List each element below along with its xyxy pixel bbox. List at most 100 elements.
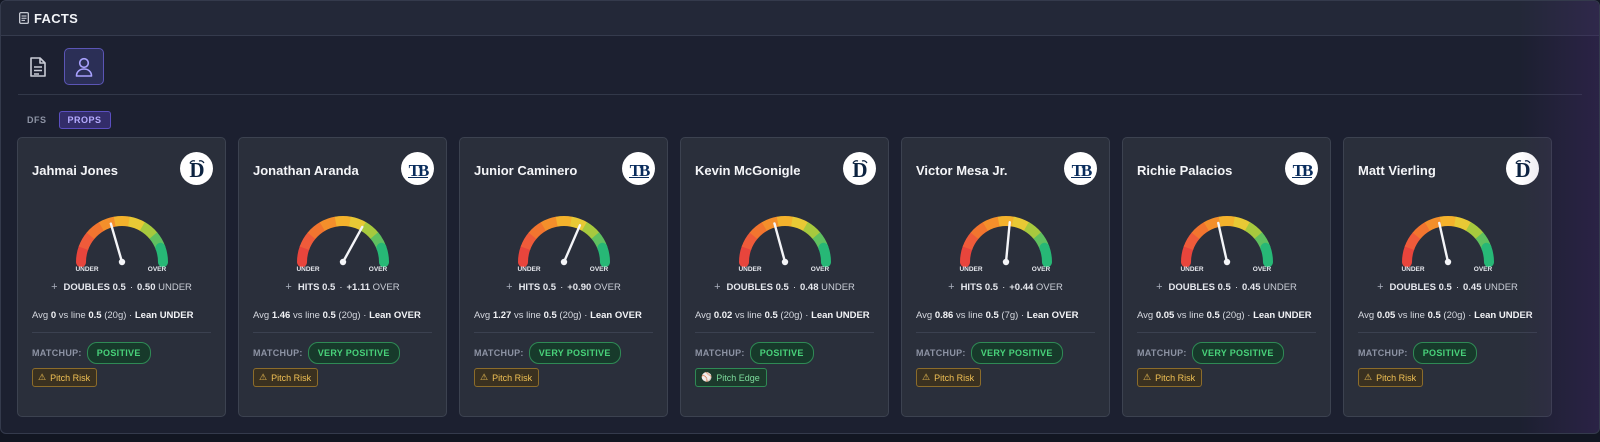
gauge-segment: [348, 216, 367, 232]
tigers-d-logo: D: [843, 152, 876, 185]
gauge-segment: [741, 232, 758, 251]
prop-edge: +0.44: [1009, 282, 1034, 293]
prop-edge: +1.11: [346, 282, 371, 293]
rays-tb-logo: TB: [407, 161, 430, 180]
prop-stat: DOUBLES 0.5: [63, 282, 126, 293]
gauge-chart: UNDER OVER: [738, 216, 832, 272]
plus-icon[interactable]: +: [1377, 281, 1384, 293]
gauge-over-label: OVER: [1032, 266, 1051, 272]
warning-icon: ⚠: [38, 372, 47, 382]
player-card-0[interactable]: Jahmai Jones D UNDER OVER + DOUBLES 0.5 · 0.…: [17, 137, 226, 417]
prop-line: + HITS 0.5 · +0.90 OVER: [506, 281, 621, 293]
gauge-over-label: OVER: [590, 266, 609, 272]
gauge-segment: [296, 242, 310, 268]
prop-stat: DOUBLES 0.5: [726, 282, 789, 293]
gauge-segment: [540, 216, 559, 232]
player-card-4[interactable]: Victor Mesa Jr. TB UNDER OVER + HITS 0.5 · +…: [901, 137, 1110, 417]
gauge-hub: [1223, 258, 1231, 266]
gauge-over-label: OVER: [1474, 266, 1493, 272]
plus-icon[interactable]: +: [285, 281, 292, 293]
plus-icon[interactable]: +: [51, 281, 58, 293]
prop-stat: DOUBLES 0.5: [1389, 282, 1452, 293]
gauge-segment: [1218, 216, 1236, 227]
gauge-segment: [970, 222, 989, 240]
gauge-chart: UNDER OVER: [1180, 216, 1274, 272]
plus-icon[interactable]: +: [1156, 281, 1163, 293]
gauge-segment: [517, 242, 531, 268]
prop-edge: 0.45: [1241, 282, 1261, 293]
gauge-segment: [1039, 242, 1053, 268]
gauge-segment: [1401, 242, 1415, 268]
matchup-label: MATCHUP:: [695, 348, 745, 358]
prop-direction: UNDER: [1263, 282, 1297, 293]
summary-text: Avg 1.27 vs line 0.5 (20g) · Lean OVER: [474, 310, 642, 321]
prop-line: + DOUBLES 0.5 · 0.50 UNDER: [51, 281, 192, 293]
gauge-segment: [78, 232, 95, 251]
tigers-d-logo: D: [1515, 158, 1530, 182]
matchup-label: MATCHUP:: [1358, 348, 1408, 358]
gauge-segment: [997, 216, 1015, 227]
matchup-row: MATCHUP: POSITIVE: [32, 342, 151, 364]
rays-tb-logo: TB: [622, 152, 655, 185]
matchup-badge: POSITIVE: [86, 342, 151, 364]
plus-icon[interactable]: +: [948, 281, 955, 293]
gauge-needle: [1438, 221, 1450, 264]
rays-tb-logo: TB: [1064, 152, 1097, 185]
rays-tb-logo: TB: [401, 152, 434, 185]
prop-line: + DOUBLES 0.5 · 0.45 UNDER: [1156, 281, 1297, 293]
plus-icon[interactable]: +: [714, 281, 721, 293]
gauge-segment: [1481, 242, 1495, 268]
gauge-chart: UNDER OVER: [296, 216, 390, 272]
rays-tb-logo: TB: [1291, 161, 1314, 180]
gauge-hub: [560, 258, 568, 266]
svg-text:TB: TB: [1292, 161, 1312, 180]
gauge-segment: [334, 216, 352, 227]
panel-title: FACTS: [34, 10, 79, 26]
gauge-over-label: OVER: [811, 266, 830, 272]
gauge-hub: [339, 258, 347, 266]
player-card-6[interactable]: Matt Vierling D UNDER OVER + DOUBLES 0.5 · 0…: [1343, 137, 1552, 417]
card-divider: [695, 332, 874, 333]
warning-icon: ⚠: [922, 372, 931, 382]
svg-text:TB: TB: [408, 161, 428, 180]
gauge-segment: [982, 216, 1001, 232]
gauge-segment: [776, 216, 794, 227]
player-name: Victor Mesa Jr.: [916, 163, 1008, 178]
gauge-under-label: UNDER: [1401, 266, 1424, 272]
gauge-segment: [299, 232, 316, 251]
gauge-chart: UNDER OVER: [75, 216, 169, 272]
player-card-3[interactable]: Kevin McGonigle D UNDER OVER + DOUBLES 0.5…: [680, 137, 889, 417]
gauge-segment: [1404, 232, 1421, 251]
player-card-2[interactable]: Junior Caminero TB UNDER OVER + HITS 0.5 · +…: [459, 137, 668, 417]
matchup-label: MATCHUP:: [32, 348, 82, 358]
gauge-needle: [341, 225, 364, 264]
gauge-segment: [962, 232, 979, 251]
mode-props[interactable]: PROPS: [58, 111, 111, 129]
warning-icon: ⚠: [259, 372, 268, 382]
player-card-5[interactable]: Richie Palacios TB UNDER OVER + DOUBLES 0.…: [1122, 137, 1331, 417]
player-card-1[interactable]: Jonathan Aranda TB UNDER OVER + HITS 0.5 · +…: [238, 137, 447, 417]
svg-text:TB: TB: [629, 161, 649, 180]
view-tabs: [18, 48, 104, 85]
matchup-badge: VERY POSITIVE: [1191, 342, 1284, 364]
prop-direction: UNDER: [821, 282, 855, 293]
gauge-hub: [781, 258, 789, 266]
gauge-under-label: UNDER: [517, 266, 540, 272]
prop-stat: DOUBLES 0.5: [1168, 282, 1231, 293]
tab-player[interactable]: [64, 48, 104, 85]
gauge-needle: [562, 224, 582, 264]
plus-icon[interactable]: +: [506, 281, 513, 293]
matchup-badge: VERY POSITIVE: [528, 342, 621, 364]
tab-document[interactable]: [18, 48, 58, 85]
gauge-under-label: UNDER: [75, 266, 98, 272]
gauge-segment: [1180, 242, 1194, 268]
matchup-badge: POSITIVE: [749, 342, 814, 364]
matchup-row: MATCHUP: VERY POSITIVE: [474, 342, 621, 364]
pitch-badge: ⚠ Pitch Risk: [1137, 368, 1203, 387]
prop-stat: HITS 0.5: [297, 282, 336, 293]
pitch-badge: ⚾ Pitch Edge: [695, 368, 767, 387]
gauge-chart: UNDER OVER: [959, 216, 1053, 272]
tigers-d-logo: D: [189, 158, 204, 182]
document-icon: [19, 12, 29, 24]
mode-dfs[interactable]: DFS: [27, 115, 47, 125]
